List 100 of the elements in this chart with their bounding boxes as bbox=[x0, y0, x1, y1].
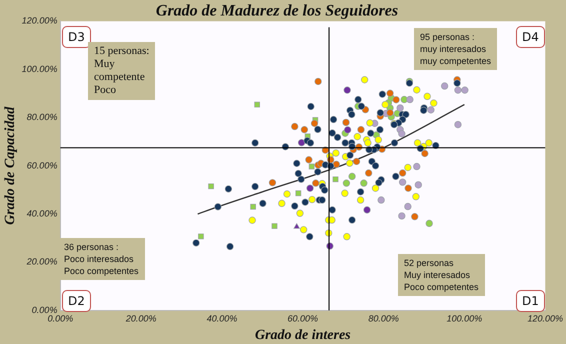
x-tick-label: 120.00% bbox=[527, 313, 563, 324]
point bbox=[400, 96, 408, 104]
annotation: D1 bbox=[516, 290, 545, 312]
annotation: 95 personas : muy interesados muy competentes bbox=[414, 28, 498, 70]
point bbox=[413, 162, 420, 170]
y-tick-label: 0.00% bbox=[32, 304, 58, 315]
point bbox=[314, 78, 322, 86]
annotation: 52 personas Muy interesados Poco competentes bbox=[398, 254, 485, 296]
point bbox=[392, 96, 400, 104]
point bbox=[396, 104, 404, 112]
x-tick-label: 40.00% bbox=[206, 313, 238, 324]
point bbox=[372, 184, 380, 192]
point bbox=[398, 130, 406, 138]
y-tick-label: 40.00% bbox=[26, 208, 58, 218]
point bbox=[414, 181, 422, 188]
point bbox=[454, 86, 462, 94]
point bbox=[341, 190, 348, 197]
x-tick-label: 60.00% bbox=[288, 313, 318, 324]
point bbox=[425, 139, 432, 147]
point bbox=[352, 158, 360, 166]
point bbox=[430, 100, 438, 107]
point bbox=[374, 136, 382, 144]
point bbox=[312, 180, 320, 187]
point bbox=[332, 149, 340, 157]
point bbox=[298, 139, 306, 146]
point bbox=[461, 86, 468, 94]
point bbox=[208, 183, 214, 190]
y-axis-title: Grado de Capacidad bbox=[3, 106, 18, 225]
point bbox=[308, 196, 316, 204]
point bbox=[198, 234, 204, 240]
point bbox=[332, 176, 338, 182]
point bbox=[348, 172, 356, 180]
x-tick-label: 0.00% bbox=[48, 313, 74, 324]
point bbox=[248, 216, 256, 224]
y-tick-label: 100.00% bbox=[22, 64, 58, 74]
point bbox=[404, 164, 412, 172]
annotation: D3 bbox=[62, 26, 91, 48]
point bbox=[344, 86, 351, 94]
y-tick-label: 120.00% bbox=[22, 16, 58, 26]
x-tick-label: 100.00% bbox=[446, 313, 482, 324]
point bbox=[310, 120, 318, 127]
point bbox=[378, 196, 385, 204]
point bbox=[250, 204, 256, 210]
point bbox=[441, 82, 448, 90]
point bbox=[398, 212, 406, 220]
point bbox=[308, 164, 315, 170]
point bbox=[386, 90, 394, 97]
point bbox=[272, 223, 278, 229]
point bbox=[411, 213, 418, 220]
y-tick-label: 80.00% bbox=[26, 112, 58, 122]
point bbox=[342, 180, 350, 187]
point bbox=[354, 133, 361, 140]
point bbox=[356, 196, 364, 204]
point bbox=[268, 179, 276, 186]
chart-title: Grado de Madurez de los Seguidores bbox=[156, 2, 398, 20]
point bbox=[360, 180, 368, 187]
point bbox=[300, 126, 308, 134]
point bbox=[357, 126, 365, 134]
line-series bbox=[197, 104, 466, 215]
point bbox=[382, 100, 389, 108]
point bbox=[414, 139, 422, 147]
y-tick-label: 20.00% bbox=[26, 256, 58, 267]
point bbox=[254, 102, 260, 108]
point bbox=[361, 76, 368, 84]
point bbox=[332, 160, 340, 168]
annotation: D4 bbox=[516, 26, 545, 48]
annotation: 36 personas : Poco interesados Poco competentes bbox=[58, 238, 145, 280]
point bbox=[343, 233, 350, 240]
point bbox=[426, 220, 433, 227]
x-tick-label: 20.00% bbox=[124, 313, 156, 324]
point bbox=[406, 96, 414, 104]
point bbox=[398, 178, 406, 186]
x-axis-title: Grado de interes bbox=[254, 328, 352, 344]
x-tick-label: 80.00% bbox=[368, 313, 399, 324]
point bbox=[306, 184, 314, 192]
point bbox=[412, 193, 420, 200]
point bbox=[424, 92, 431, 100]
y-tick-label: 60.00% bbox=[26, 160, 58, 170]
point bbox=[366, 119, 374, 126]
point bbox=[427, 106, 434, 114]
point bbox=[386, 109, 394, 116]
point bbox=[283, 190, 291, 198]
point bbox=[305, 156, 312, 164]
point bbox=[364, 139, 372, 147]
point bbox=[291, 122, 298, 130]
annotation: 15 personas: Muy competente Poco bbox=[88, 42, 156, 100]
point bbox=[398, 169, 406, 177]
point bbox=[278, 200, 286, 207]
point bbox=[295, 190, 302, 196]
point bbox=[296, 210, 304, 217]
point bbox=[454, 120, 462, 128]
point bbox=[294, 223, 300, 229]
point bbox=[421, 150, 428, 158]
point bbox=[404, 202, 412, 210]
point bbox=[365, 169, 372, 177]
point bbox=[413, 86, 420, 94]
point bbox=[300, 226, 308, 234]
point bbox=[344, 126, 352, 134]
point bbox=[363, 206, 371, 214]
annotation: D2 bbox=[62, 290, 91, 312]
